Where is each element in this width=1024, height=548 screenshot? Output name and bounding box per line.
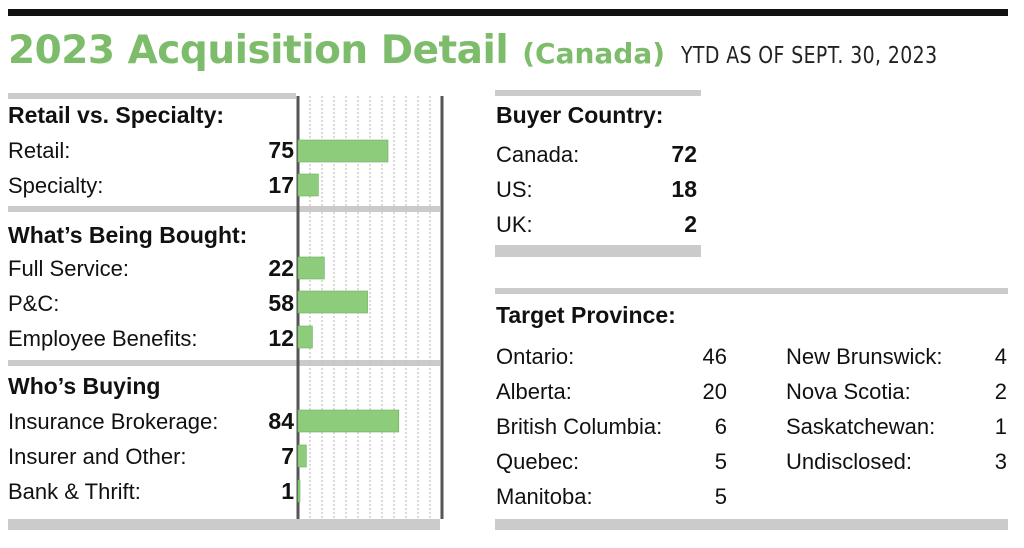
bar-label: Retail: [8,138,71,163]
bar-value: 22 [268,255,294,281]
bar-value: 12 [268,325,294,351]
buyer-country-value: 18 [671,176,697,202]
province-label: Quebec: [496,449,580,474]
buyer-country-label: Canada: [496,142,580,167]
title-date-note: YTD AS OF SEPT. 30, 2023 [681,43,938,69]
bar-label: P&C: [8,291,60,316]
target-province-title: Target Province: [496,302,676,328]
province-value: 3 [994,449,1007,474]
province-label: Ontario: [496,344,575,369]
section-rule [495,245,701,257]
section-rule [495,90,701,96]
province-value: 20 [702,379,727,404]
section-title-retail-specialty: Retail vs. Specialty: [8,102,225,128]
province-label: Undisclosed: [786,449,912,474]
province-value: 6 [714,414,727,439]
province-label: Nova Scotia: [786,379,911,404]
province-value: 5 [714,449,727,474]
section-title-whos-buying: Who’s Buying [8,373,161,399]
province-value: 4 [994,344,1007,369]
province-value: 1 [994,414,1007,439]
province-label: Alberta: [496,379,572,404]
buyer-country-label: UK: [496,212,533,237]
bar [297,139,389,163]
section-rule [495,519,1008,530]
title-subtitle: (Canada) [522,37,666,70]
section-rule [8,519,440,530]
bar [297,444,307,468]
section-rule [8,360,440,366]
buyer-country-title: Buyer Country: [496,102,664,128]
bar [297,173,319,197]
province-label: British Columbia: [496,414,663,439]
bar-value: 1 [281,478,294,504]
bar [297,325,313,349]
top-rule [8,9,1008,16]
bar [297,409,400,433]
province-value: 2 [994,379,1007,404]
bar-label: Insurer and Other: [8,444,187,469]
bar-label: Full Service: [8,256,130,281]
bar-label: Bank & Thrift: [8,479,141,504]
province-label: Saskatchewan: [786,414,936,439]
province-value: 5 [714,484,727,509]
bar-label: Insurance Brokerage: [8,409,219,434]
bar-value: 7 [281,443,294,469]
section-rule [8,93,296,99]
section-title-whats-bought: What’s Being Bought: [8,222,248,248]
province-value: 46 [702,344,727,369]
province-label: Manitoba: [496,484,593,509]
buyer-country-value: 72 [671,141,697,167]
bar [297,256,325,280]
page-title: 2023 Acquisition Detail (Canada) YTD AS … [8,28,994,73]
bar-label: Specialty: [8,173,104,198]
bar [297,290,368,314]
province-label: New Brunswick: [786,344,943,369]
title-main: 2023 Acquisition Detail [8,28,509,73]
buyer-country-value: 2 [684,211,697,237]
bar-label: Employee Benefits: [8,326,198,351]
buyer-country-label: US: [496,177,533,202]
bar-value: 58 [268,290,294,316]
bar-value: 17 [268,172,294,198]
section-rule [8,206,440,212]
section-rule [495,288,1008,294]
bar-value: 75 [268,137,294,163]
bar [297,479,301,503]
bar-value: 84 [268,408,294,434]
